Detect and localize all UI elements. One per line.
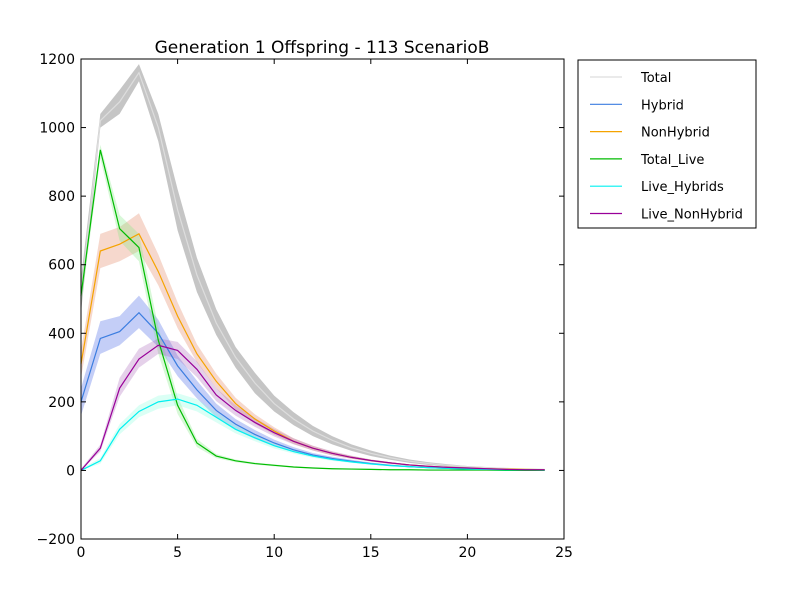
chart-title: Generation 1 Offspring - 113 ScenarioB — [155, 38, 490, 58]
legend-entry-hybrid: Hybrid — [590, 98, 684, 113]
y-tick-label: 1000 — [39, 121, 75, 137]
series-line-live-hybrids — [80, 398, 545, 471]
band-nonhybrid — [81, 213, 545, 470]
y-tick-label: 800 — [48, 189, 75, 205]
x-tick-label: 20 — [458, 545, 476, 561]
y-tick-label: 200 — [48, 395, 75, 411]
legend-entry-live-hybrids: Live_Hybrids — [590, 180, 724, 195]
legend-entry-total-live: Total_Live — [590, 153, 704, 168]
legend-label: Live_Hybrids — [641, 180, 724, 195]
x-tick-label: 5 — [173, 545, 182, 561]
x-tick-label: 10 — [265, 545, 283, 561]
series-line-live-nonhybrid — [80, 344, 545, 471]
x-tick-label: 0 — [77, 545, 86, 561]
x-tick-label: 25 — [555, 545, 573, 561]
legend: Total Hybrid NonHybrid Total_Live Live_Hybri… — [577, 59, 757, 229]
x-tick-label: 15 — [362, 545, 380, 561]
series-line-total-live — [80, 149, 545, 472]
legend-label: Hybrid — [641, 98, 684, 113]
y-tick-label: 0 — [66, 463, 75, 479]
y-tick-label: 600 — [48, 258, 75, 274]
y-tick-label: 400 — [48, 326, 75, 342]
legend-label: Total_Live — [640, 153, 704, 168]
y-tick-label: −200 — [37, 532, 75, 548]
legend-entry-live-nonhybrid: Live_NonHybrid — [590, 208, 743, 223]
series-line-total — [80, 71, 545, 470]
legend-box — [577, 59, 757, 229]
legend-label: Live_NonHybrid — [641, 208, 743, 223]
legend-entry-nonhybrid: NonHybrid — [590, 126, 710, 141]
band-hybrid — [81, 295, 545, 471]
legend-label: Total — [640, 71, 671, 86]
legend-label: NonHybrid — [641, 126, 710, 141]
band-live-nonhybrid — [81, 338, 545, 471]
series-lines — [80, 71, 545, 472]
axis-ticks — [80, 58, 565, 540]
legend-entry-total: Total — [590, 71, 671, 86]
y-tick-label: 1200 — [39, 52, 75, 68]
plot-frame — [80, 58, 565, 540]
